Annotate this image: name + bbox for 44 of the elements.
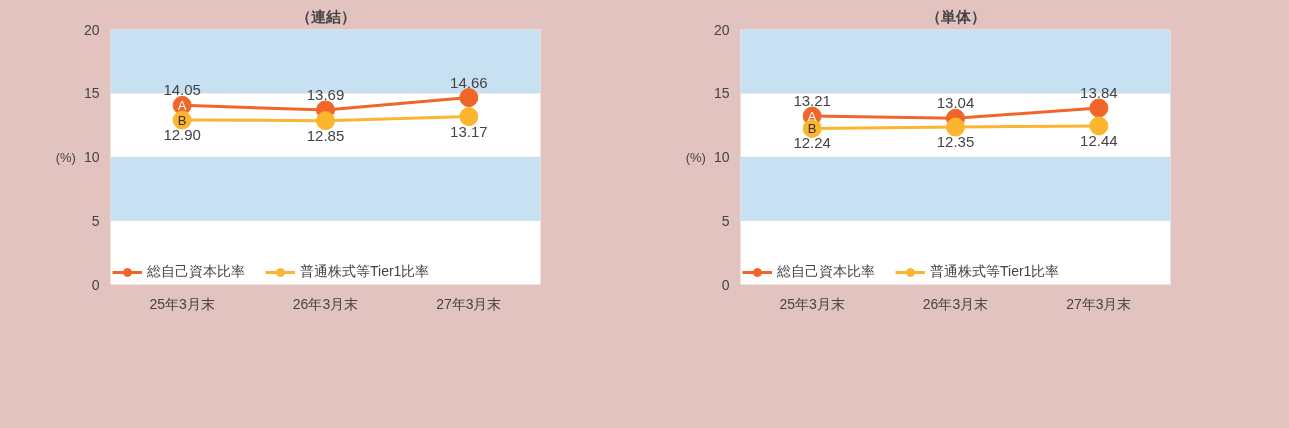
point <box>459 88 479 108</box>
data-label: 14.66 <box>450 73 488 91</box>
y-tick-label: 20 <box>713 21 730 38</box>
legend-label: 総自己資本比率 <box>777 263 875 281</box>
y-tick-label: 10 <box>713 149 730 165</box>
annotation: B <box>177 112 187 128</box>
legend-label: 総自己資本比率 <box>147 263 245 281</box>
x-tick-label: 27年3月末 <box>1066 295 1132 312</box>
data-label: 12.24 <box>793 134 831 152</box>
x-tick-label: 26年3月末 <box>292 295 359 312</box>
data-label: 12.35 <box>936 133 975 151</box>
x-tick-label: 26年3月末 <box>922 295 989 312</box>
chart-title: （連結） <box>295 7 356 25</box>
y-tick-label: 0 <box>721 276 730 293</box>
data-label: 13.04 <box>936 94 975 112</box>
y-tick-label: 20 <box>83 21 100 38</box>
data-label: 13.21 <box>793 92 831 110</box>
legend-label: 普通株式等Tier1比率 <box>300 263 430 281</box>
y-tick-label: 0 <box>91 276 100 293</box>
y-tick-label: 5 <box>721 212 730 229</box>
y-tick-label: 5 <box>91 212 100 229</box>
point <box>316 111 335 131</box>
data-label: 12.90 <box>163 126 201 144</box>
point <box>1089 116 1109 136</box>
data-label: 13.17 <box>450 122 488 140</box>
legend-label: 普通株式等Tier1比率 <box>930 263 1060 281</box>
y-tick-label: 15 <box>713 85 730 102</box>
x-tick-label: 25年3月末 <box>779 295 845 312</box>
chart-title: （単体） <box>925 7 986 25</box>
x-tick-label: 25年3月末 <box>149 295 215 312</box>
y-tick-label: 15 <box>83 85 100 102</box>
data-label: 13.84 <box>1080 84 1118 102</box>
y-axis-title: (%) <box>55 149 76 165</box>
point <box>946 117 965 137</box>
data-label: 12.85 <box>306 126 345 144</box>
data-label: 12.44 <box>1080 131 1118 149</box>
data-label: 14.05 <box>163 81 201 99</box>
annotation: A <box>177 97 187 113</box>
y-axis-title: (%) <box>685 149 706 165</box>
data-label: 13.69 <box>306 85 345 103</box>
point <box>1089 98 1109 118</box>
y-tick-label: 10 <box>83 149 100 165</box>
point <box>459 107 479 127</box>
x-tick-label: 27年3月末 <box>436 295 502 312</box>
